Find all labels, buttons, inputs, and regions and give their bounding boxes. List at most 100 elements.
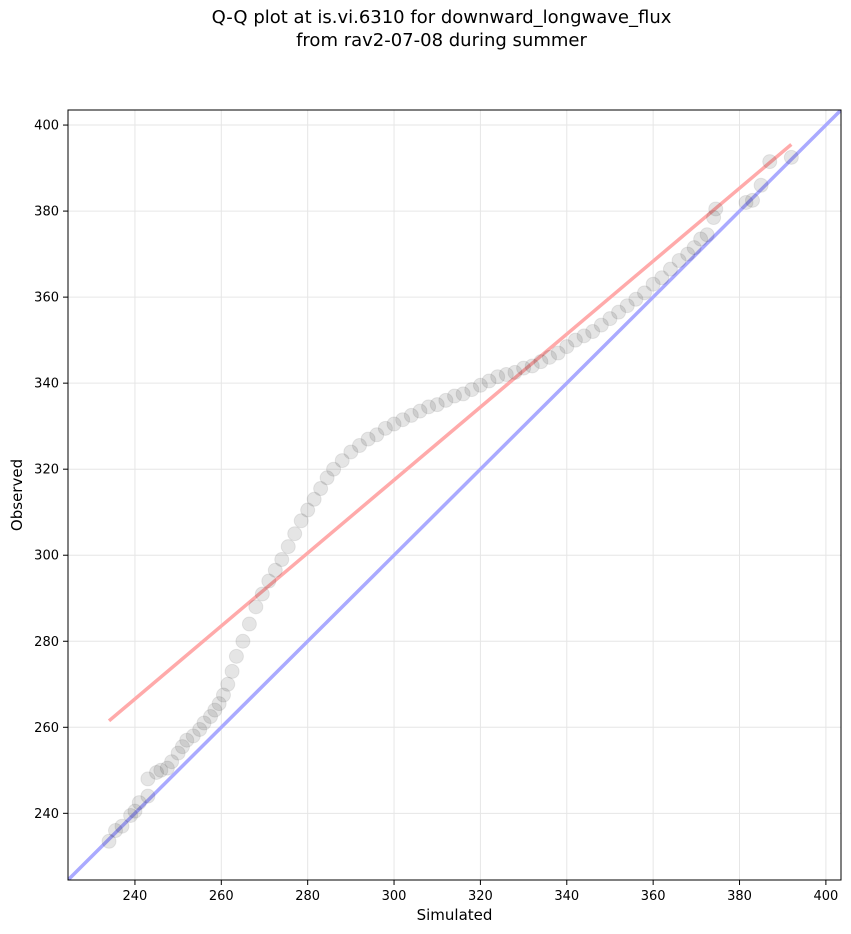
data-point	[351, 438, 367, 454]
data-point	[753, 177, 769, 193]
data-point	[708, 201, 724, 217]
data-point	[360, 431, 376, 447]
data-point	[524, 358, 540, 374]
data-point	[261, 573, 277, 589]
data-point	[567, 332, 583, 348]
data-point	[293, 513, 309, 529]
data-point	[159, 760, 175, 776]
data-point	[114, 818, 130, 834]
data-point	[140, 788, 156, 804]
data-point	[507, 364, 523, 380]
y-tick-label: 340	[34, 377, 59, 392]
data-point	[300, 502, 316, 518]
data-point	[334, 453, 350, 469]
data-point	[783, 149, 799, 165]
y-tick-label: 280	[34, 635, 59, 650]
data-point	[287, 526, 303, 542]
data-point	[254, 586, 270, 602]
data-point	[326, 461, 342, 477]
fit-line-path	[107, 143, 793, 723]
data-point	[637, 285, 653, 301]
x-axis-label: Simulated	[417, 906, 493, 924]
data-point	[211, 696, 227, 712]
x-tick-label: 300	[382, 889, 407, 904]
data-point	[215, 687, 231, 703]
data-point	[224, 663, 240, 679]
data-point	[542, 349, 558, 365]
x-tick-label: 380	[727, 889, 752, 904]
chart-title-line-2: from rav2-07-08 during summer	[296, 30, 587, 51]
data-point	[671, 253, 687, 269]
data-point	[196, 715, 212, 731]
data-point	[550, 345, 566, 361]
data-point	[481, 373, 497, 389]
data-point	[533, 354, 549, 370]
chart-title: Q-Q plot at is.vi.6310 for downward_long…	[0, 6, 851, 52]
data-point	[585, 324, 601, 340]
data-point	[693, 231, 709, 247]
data-point	[395, 412, 411, 428]
data-point	[762, 154, 778, 170]
data-point	[220, 676, 236, 692]
data-point	[127, 803, 143, 819]
data-point	[207, 702, 223, 718]
data-point	[455, 386, 471, 402]
data-point	[164, 754, 180, 770]
data-point	[228, 648, 244, 664]
plot-frame	[67, 109, 842, 881]
y-tick-label: 380	[34, 205, 59, 220]
x-tick-label: 280	[295, 889, 320, 904]
data-point	[464, 382, 480, 398]
data-point	[101, 833, 117, 849]
x-tick-label: 360	[641, 889, 666, 904]
data-point	[412, 403, 428, 419]
y-tick-label: 300	[34, 549, 59, 564]
data-point	[203, 709, 219, 725]
y-tick-label: 400	[34, 119, 59, 134]
reference-line	[68, 110, 841, 880]
x-tick-label: 340	[554, 889, 579, 904]
data-point	[619, 298, 635, 314]
one-to-one-line	[68, 110, 841, 880]
data-point	[192, 721, 208, 737]
data-point	[498, 367, 514, 383]
x-tick-label: 320	[468, 889, 493, 904]
data-point	[576, 328, 592, 344]
data-point	[421, 399, 437, 415]
data-point	[179, 732, 195, 748]
data-point	[306, 491, 322, 507]
data-point	[140, 771, 156, 787]
y-tick-label: 360	[34, 291, 59, 306]
data-point	[235, 633, 251, 649]
x-tick-label: 400	[813, 889, 838, 904]
data-point	[680, 246, 696, 262]
data-point	[738, 194, 754, 210]
data-point	[662, 261, 678, 277]
data-point	[123, 807, 139, 823]
x-tick-label: 260	[209, 889, 234, 904]
data-point	[280, 539, 296, 555]
data-point	[267, 562, 283, 578]
data-point	[108, 823, 124, 839]
y-tick-label: 320	[34, 463, 59, 478]
data-point	[313, 481, 329, 497]
data-point	[241, 616, 257, 632]
data-point	[386, 416, 402, 432]
y-tick-label: 240	[34, 807, 59, 822]
x-tick-label: 240	[123, 889, 148, 904]
data-points	[101, 149, 799, 849]
data-point	[131, 795, 147, 811]
data-point	[699, 227, 715, 243]
data-point	[438, 392, 454, 408]
y-tick-label: 260	[34, 721, 59, 736]
data-point	[472, 377, 488, 393]
data-point	[369, 427, 385, 443]
data-point	[153, 762, 169, 778]
fit-line	[107, 143, 793, 723]
data-point	[319, 470, 335, 486]
data-point	[447, 388, 462, 404]
data-point	[490, 369, 506, 385]
data-point	[170, 745, 186, 761]
data-point	[686, 240, 702, 256]
